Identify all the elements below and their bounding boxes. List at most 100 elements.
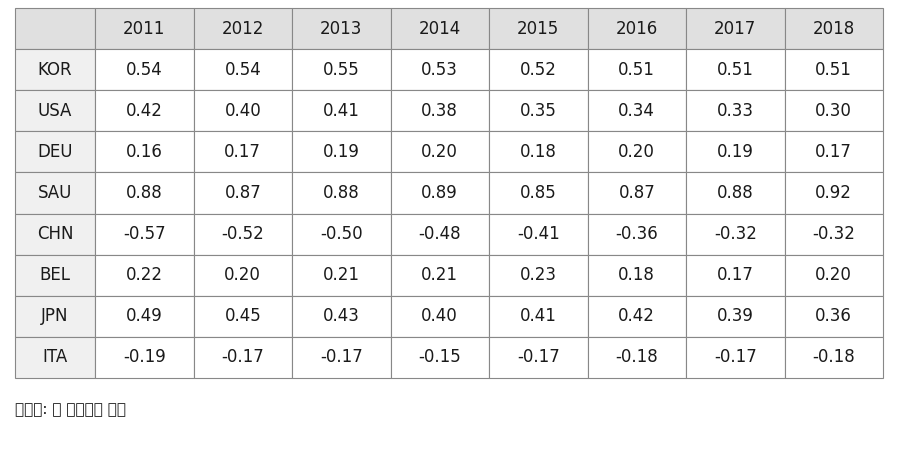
Bar	[489, 213, 587, 255]
Bar	[489, 131, 587, 173]
Bar	[489, 296, 587, 337]
Text: -0.17: -0.17	[714, 348, 757, 366]
Text: 0.23: 0.23	[520, 266, 557, 284]
Bar	[785, 296, 883, 337]
Text: 0.17: 0.17	[717, 266, 753, 284]
Text: 0.19: 0.19	[322, 143, 360, 161]
Bar	[95, 255, 193, 296]
Bar	[95, 8, 193, 49]
Text: 0.49: 0.49	[126, 307, 163, 325]
Text: 0.21: 0.21	[322, 266, 360, 284]
Text: SAU: SAU	[38, 184, 72, 202]
Text: 2017: 2017	[714, 19, 756, 38]
Bar	[193, 337, 292, 378]
Bar	[391, 49, 489, 90]
Text: 0.45: 0.45	[224, 307, 261, 325]
Text: -0.50: -0.50	[320, 225, 363, 243]
Bar	[587, 255, 686, 296]
Bar	[686, 255, 785, 296]
Bar	[15, 8, 95, 49]
Bar	[785, 49, 883, 90]
Text: 0.34: 0.34	[619, 102, 656, 120]
Text: JPN: JPN	[41, 307, 69, 325]
Bar	[193, 296, 292, 337]
Bar	[489, 173, 587, 213]
Text: 0.51: 0.51	[717, 61, 753, 79]
Text: 0.22: 0.22	[126, 266, 163, 284]
Text: -0.17: -0.17	[517, 348, 559, 366]
Bar	[95, 213, 193, 255]
Text: DEU: DEU	[37, 143, 73, 161]
Bar	[15, 173, 95, 213]
Text: 2015: 2015	[517, 19, 559, 38]
Text: 0.38: 0.38	[421, 102, 458, 120]
Text: 0.17: 0.17	[815, 143, 852, 161]
Bar	[15, 131, 95, 173]
Bar	[686, 173, 785, 213]
Text: 0.33: 0.33	[717, 102, 753, 120]
Bar	[587, 131, 686, 173]
Bar	[785, 173, 883, 213]
Bar	[15, 90, 95, 131]
Text: -0.19: -0.19	[123, 348, 165, 366]
Text: 0.17: 0.17	[224, 143, 261, 161]
Text: 2012: 2012	[222, 19, 264, 38]
Bar	[292, 296, 391, 337]
Text: 0.18: 0.18	[520, 143, 557, 161]
Bar	[15, 213, 95, 255]
Bar	[95, 131, 193, 173]
Bar	[95, 173, 193, 213]
Bar	[489, 255, 587, 296]
Bar	[587, 337, 686, 378]
Text: 0.20: 0.20	[815, 266, 852, 284]
Text: 0.20: 0.20	[421, 143, 458, 161]
Bar	[489, 90, 587, 131]
Text: 0.40: 0.40	[224, 102, 261, 120]
Bar	[785, 337, 883, 378]
Bar	[686, 90, 785, 131]
Text: -0.48: -0.48	[418, 225, 461, 243]
Bar	[292, 255, 391, 296]
Text: 2011: 2011	[123, 19, 165, 38]
Text: 0.21: 0.21	[421, 266, 458, 284]
Text: ITA: ITA	[42, 348, 67, 366]
Text: -0.52: -0.52	[222, 225, 264, 243]
Text: 0.20: 0.20	[619, 143, 656, 161]
Text: 0.52: 0.52	[520, 61, 557, 79]
Text: 0.55: 0.55	[323, 61, 359, 79]
Bar	[686, 131, 785, 173]
Text: KOR: KOR	[38, 61, 73, 79]
Text: 0.54: 0.54	[224, 61, 261, 79]
Bar	[489, 49, 587, 90]
Text: USA: USA	[38, 102, 72, 120]
Text: 자료원: 본 연구에서 산출: 자료원: 본 연구에서 산출	[15, 403, 126, 418]
Bar	[391, 173, 489, 213]
Bar	[587, 213, 686, 255]
Bar	[587, 296, 686, 337]
Text: 0.85: 0.85	[520, 184, 557, 202]
Bar	[391, 213, 489, 255]
Text: 0.35: 0.35	[520, 102, 557, 120]
Bar	[292, 90, 391, 131]
Bar	[785, 8, 883, 49]
Text: 2013: 2013	[320, 19, 363, 38]
Text: 0.53: 0.53	[421, 61, 458, 79]
Text: 0.51: 0.51	[619, 61, 656, 79]
Bar	[489, 8, 587, 49]
Bar	[489, 337, 587, 378]
Bar	[193, 213, 292, 255]
Bar	[95, 90, 193, 131]
Bar	[391, 255, 489, 296]
Bar	[686, 49, 785, 90]
Text: 0.88: 0.88	[323, 184, 359, 202]
Text: -0.15: -0.15	[418, 348, 462, 366]
Text: 0.40: 0.40	[421, 307, 458, 325]
Text: 0.88: 0.88	[717, 184, 753, 202]
Text: 2018: 2018	[813, 19, 855, 38]
Bar	[193, 8, 292, 49]
Bar	[15, 337, 95, 378]
Text: 0.43: 0.43	[322, 307, 360, 325]
Text: 0.89: 0.89	[421, 184, 458, 202]
Bar	[193, 173, 292, 213]
Text: 0.92: 0.92	[815, 184, 852, 202]
